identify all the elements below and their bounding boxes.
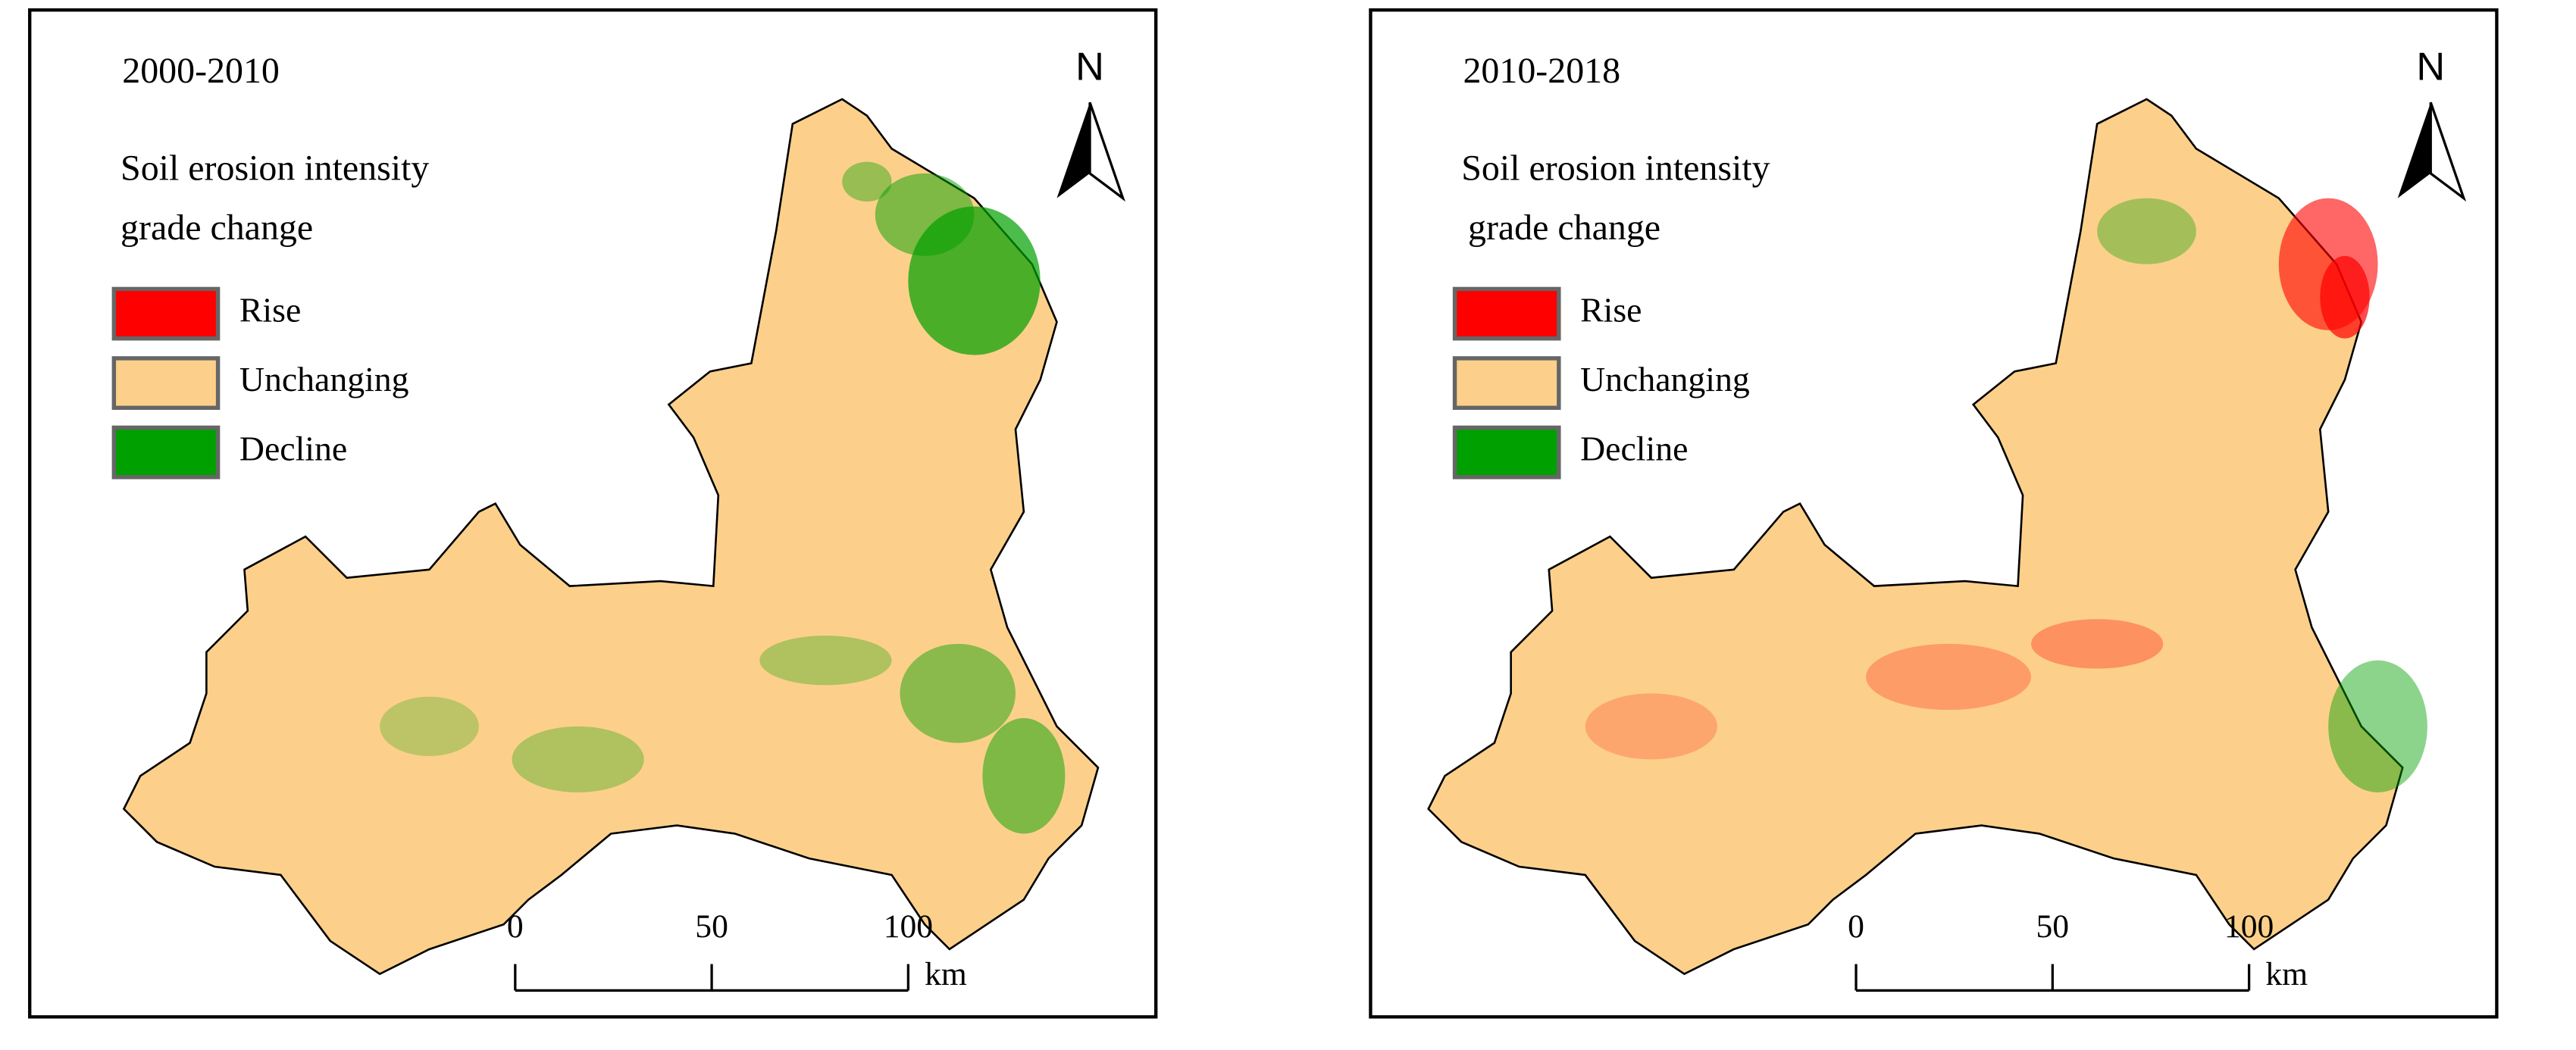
region-outline — [1427, 98, 2404, 976]
change-patch — [2320, 255, 2370, 339]
legend-label: Decline — [239, 430, 347, 468]
map-panel: 2010-2018 Soil erosion intensity grade cha… — [1369, 8, 2499, 1019]
scale-unit: km — [925, 956, 967, 992]
change-patch — [759, 635, 892, 686]
scale-label: 50 — [2036, 908, 2070, 945]
legend-swatch — [1452, 356, 1561, 411]
legend-label: Decline — [1580, 430, 1688, 468]
scale-label: 100 — [884, 908, 933, 945]
change-patch — [2328, 660, 2427, 792]
change-patch — [1866, 643, 2031, 711]
north-arrow-left — [1056, 102, 1091, 198]
change-patch — [2030, 619, 2164, 669]
north-label: N — [2416, 45, 2445, 89]
panel-title: 2010-2018 — [1463, 51, 1620, 91]
legend-swatch — [111, 286, 221, 341]
change-patch — [512, 726, 644, 792]
legend-swatch — [1452, 286, 1561, 341]
legend-title: grade change — [121, 208, 313, 248]
scale-label: 0 — [507, 908, 524, 945]
change-patch — [380, 696, 479, 757]
legend-label: Rise — [1580, 291, 1642, 330]
region-outline — [122, 98, 1100, 976]
legend-title: Soil erosion intensity — [1461, 148, 1770, 189]
change-patch — [1585, 693, 1717, 760]
legend-swatch — [111, 425, 221, 480]
north-arrow-right — [2429, 102, 2467, 202]
north-label: N — [1075, 45, 1104, 89]
scale-unit: km — [2265, 956, 2308, 992]
legend-label: Unchanging — [239, 360, 409, 398]
change-patch — [842, 161, 892, 202]
change-patch — [875, 173, 975, 256]
map-panel: 2000-2010 Soil erosion intensity grade cha… — [28, 8, 1158, 1019]
change-patch — [982, 717, 1066, 834]
scale-label: 0 — [1848, 908, 1864, 945]
legend-title: grade change — [1468, 208, 1660, 248]
scale-label: 100 — [2224, 908, 2274, 945]
north-arrow-left — [2397, 102, 2431, 198]
scale-label: 50 — [695, 908, 728, 945]
legend-swatch — [1452, 425, 1561, 480]
legend-label: Unchanging — [1580, 360, 1750, 398]
north-arrow-right — [1088, 102, 1125, 202]
panel-title: 2000-2010 — [122, 51, 280, 91]
legend-title: Soil erosion intensity — [121, 148, 429, 189]
legend-swatch — [111, 356, 221, 411]
change-patch — [900, 643, 1016, 743]
change-patch — [2097, 198, 2196, 264]
legend-label: Rise — [239, 291, 301, 330]
